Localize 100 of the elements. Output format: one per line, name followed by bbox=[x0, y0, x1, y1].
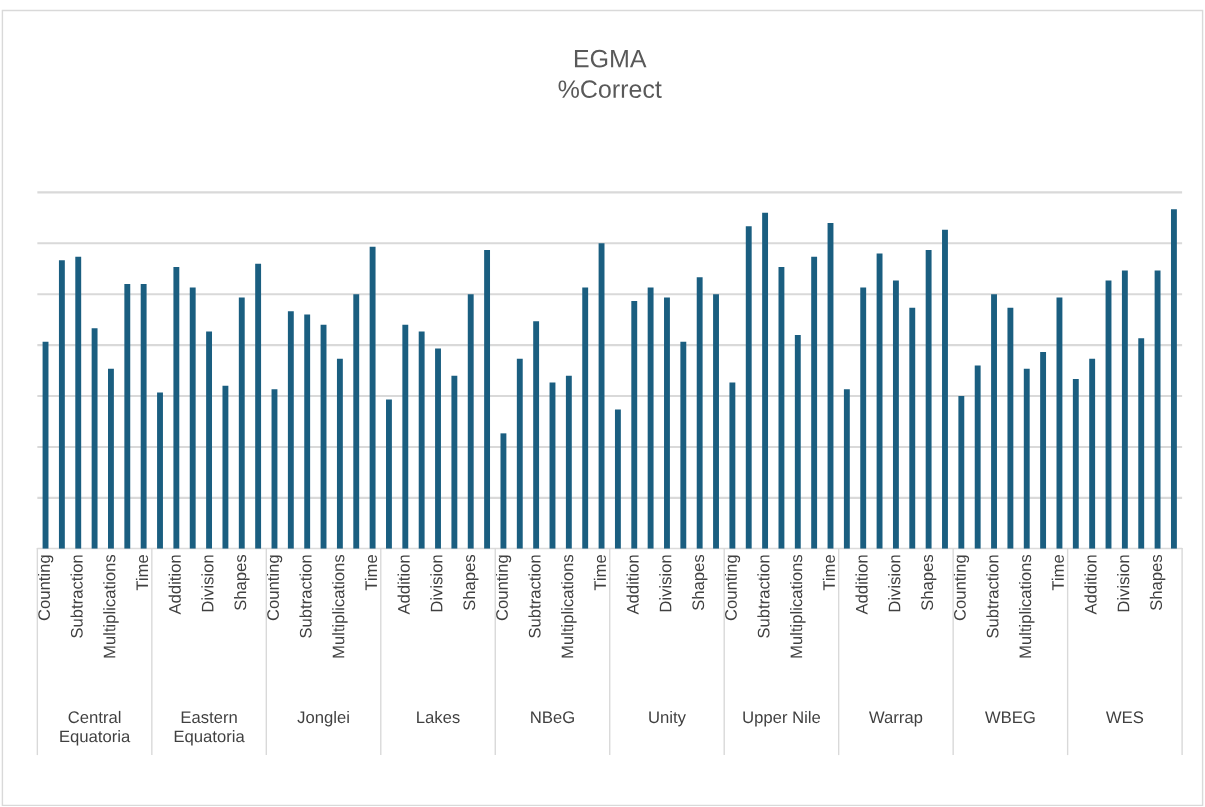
x-tick-label: Time bbox=[135, 555, 149, 591]
bar bbox=[533, 321, 540, 549]
bar bbox=[991, 294, 997, 549]
bar bbox=[173, 267, 180, 549]
bar bbox=[418, 331, 425, 549]
x-tick-label: Counting bbox=[724, 555, 741, 621]
bar bbox=[1089, 358, 1096, 549]
bar bbox=[942, 229, 948, 549]
x-tick-label: Multiplications bbox=[1018, 554, 1035, 658]
bar bbox=[958, 396, 965, 549]
bar bbox=[484, 250, 491, 549]
bar bbox=[974, 365, 981, 549]
text: WBEG bbox=[985, 711, 1035, 724]
bar bbox=[353, 294, 360, 549]
text: Unity bbox=[649, 710, 686, 727]
x-tick-label: Time bbox=[593, 555, 607, 591]
x-tick-label: Subtraction bbox=[986, 555, 999, 638]
text: WES bbox=[1105, 711, 1144, 724]
x-tick-label: Time bbox=[1051, 555, 1064, 591]
bar bbox=[762, 212, 769, 549]
bar bbox=[565, 375, 572, 549]
bar bbox=[108, 368, 114, 549]
x-tick-label: Shapes bbox=[691, 554, 708, 611]
bar bbox=[925, 250, 932, 549]
bar bbox=[876, 253, 883, 549]
x-tick-label: Counting bbox=[37, 555, 54, 621]
bar bbox=[860, 287, 867, 549]
text: Eastern Equatoria bbox=[174, 711, 245, 746]
text: Lakes bbox=[417, 710, 460, 724]
bar bbox=[664, 297, 670, 549]
text: Jonglei bbox=[297, 710, 349, 727]
bar bbox=[1170, 209, 1177, 549]
bar bbox=[287, 311, 294, 549]
bar bbox=[336, 358, 343, 549]
text: Central Equatoria bbox=[60, 710, 131, 746]
x-tick-label: Shapes bbox=[462, 554, 479, 611]
bar bbox=[140, 284, 147, 549]
chart-title: EGMA %Correct bbox=[558, 49, 662, 99]
bar bbox=[794, 334, 801, 549]
bar bbox=[843, 389, 850, 549]
bar bbox=[778, 267, 785, 549]
x-tick-label: Shapes bbox=[1149, 554, 1166, 611]
x-tick-label: Division bbox=[1117, 555, 1130, 612]
x-tick-label: Division bbox=[888, 555, 901, 612]
bar bbox=[1072, 379, 1079, 549]
bar bbox=[1138, 338, 1145, 549]
text: Upper Nile bbox=[743, 710, 821, 727]
bar bbox=[75, 256, 82, 549]
bar bbox=[1154, 270, 1161, 549]
bar bbox=[402, 324, 409, 549]
bar bbox=[157, 392, 163, 549]
bar bbox=[206, 331, 213, 549]
bar bbox=[1023, 368, 1030, 549]
bar bbox=[238, 297, 245, 549]
bar bbox=[304, 314, 311, 549]
x-tick-label: Addition bbox=[397, 555, 410, 615]
text: NBeG bbox=[531, 711, 574, 724]
x-tick-label: Addition bbox=[626, 555, 639, 615]
bar bbox=[255, 263, 262, 549]
bar bbox=[909, 307, 916, 549]
x-tick-label: Addition bbox=[855, 555, 868, 615]
x-tick-label: Multiplications bbox=[790, 554, 806, 658]
bar bbox=[614, 409, 621, 549]
x-tick-label: Shapes bbox=[234, 554, 250, 611]
bar bbox=[631, 300, 638, 549]
bar bbox=[451, 375, 458, 549]
bar bbox=[1121, 270, 1128, 549]
bar bbox=[189, 287, 196, 549]
bar bbox=[516, 358, 523, 549]
x-tick-label: Time bbox=[364, 555, 378, 591]
x-tick-label: Counting bbox=[266, 555, 283, 621]
bar bbox=[729, 382, 736, 549]
bar bbox=[892, 280, 899, 549]
bar bbox=[745, 226, 752, 549]
bar bbox=[1007, 307, 1014, 549]
bar bbox=[369, 246, 376, 549]
bar bbox=[582, 287, 589, 549]
bar bbox=[386, 399, 392, 549]
x-tick-label: Division bbox=[430, 555, 443, 612]
x-tick-label: Division bbox=[659, 555, 672, 612]
bar bbox=[647, 287, 654, 549]
x-tick-label: Division bbox=[201, 555, 214, 612]
x-tick-label: Addition bbox=[1084, 555, 1097, 615]
x-tick-label: Addition bbox=[168, 555, 181, 615]
x-tick-label: Shapes bbox=[920, 554, 937, 611]
bar bbox=[467, 294, 474, 549]
bar bbox=[680, 341, 687, 549]
x-tick-label: Subtraction bbox=[299, 555, 312, 638]
bar bbox=[435, 348, 441, 549]
bar bbox=[1040, 351, 1047, 549]
x-tick-label: Multiplications bbox=[561, 554, 577, 658]
bar bbox=[124, 284, 131, 549]
bar bbox=[713, 294, 719, 549]
bar bbox=[222, 385, 229, 549]
bar bbox=[58, 260, 65, 549]
x-tick-label: Counting bbox=[953, 555, 970, 621]
x-tick-label: Subtraction bbox=[757, 555, 770, 638]
text: Warrap bbox=[868, 711, 923, 727]
bar bbox=[696, 277, 703, 549]
bar bbox=[811, 256, 818, 549]
